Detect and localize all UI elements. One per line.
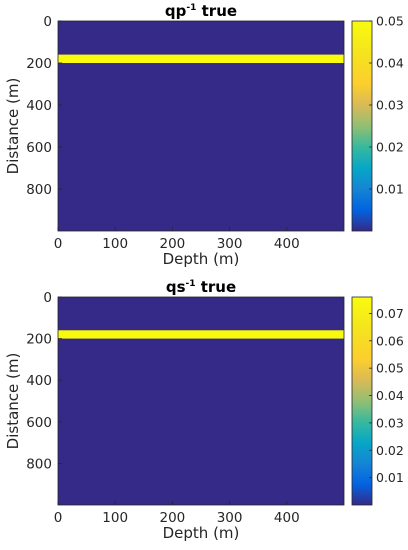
- colorbar-tick-label: 0.07: [376, 306, 404, 321]
- axes-frame: [57, 296, 345, 506]
- y-tick-label: 600: [26, 140, 52, 156]
- colorbar-tick-label: 0.05: [376, 14, 404, 29]
- colorbar-frame: [351, 20, 373, 232]
- heatmap-layer: [58, 54, 344, 63]
- x-axis-label: Depth (m): [163, 250, 240, 268]
- colorbar: [352, 21, 372, 231]
- x-tick-label: 400: [274, 510, 300, 526]
- y-tick-label: 400: [26, 98, 52, 114]
- y-tick-label: 800: [26, 182, 52, 198]
- colorbar-tick-label: 0.04: [376, 388, 404, 403]
- y-tick-label: 600: [26, 415, 52, 431]
- y-tick-label: 800: [26, 456, 52, 472]
- x-tick-label: 300: [217, 236, 243, 252]
- colorbar-tick-label: 0.02: [376, 443, 404, 458]
- x-tick-label: 0: [54, 510, 63, 526]
- chart-panel-2: 0 200 400 600 800 0 100 200 300 400 Depth (m) Dista…: [4, 278, 404, 542]
- colorbar-tick-label: 0.01: [376, 182, 404, 197]
- title-suffix: true: [196, 278, 237, 296]
- colorbar-tick-label: 0.05: [376, 361, 404, 376]
- x-axis-label: Depth (m): [163, 524, 240, 542]
- title-superscript: -1: [186, 3, 196, 13]
- x-tick-label: 300: [217, 510, 243, 526]
- y-tick-label: 0: [43, 14, 52, 30]
- y-tick-label: 200: [26, 332, 52, 348]
- title-main: qp: [165, 2, 187, 20]
- x-tick-label: 0: [54, 236, 63, 252]
- y-tick-label: 0: [43, 290, 52, 306]
- colorbar-tick-label: 0.02: [376, 140, 404, 155]
- x-tick-label: 200: [160, 510, 186, 526]
- chart-panel-1: 0 200 400 600 800 0 100 200 300 400 Depth (m) Dista…: [4, 2, 404, 268]
- x-tick-label: 200: [160, 236, 186, 252]
- x-tick-label: 100: [102, 510, 128, 526]
- heatmap-background: [58, 21, 344, 231]
- title-suffix: true: [196, 2, 237, 20]
- colorbar-frame: [351, 296, 373, 506]
- y-axis-label: Distance (m): [4, 78, 22, 175]
- y-axis-label: Distance (m): [4, 353, 22, 450]
- colorbar-tick-label: 0.01: [376, 470, 404, 485]
- chart-title: qs-1 true: [166, 278, 236, 296]
- title-main: qs: [166, 278, 186, 296]
- heatmap-background: [58, 297, 344, 505]
- colorbar: [352, 297, 372, 505]
- colorbar-tick-label: 0.03: [376, 415, 404, 430]
- x-tick-label: 100: [102, 236, 128, 252]
- colorbar-tick-label: 0.03: [376, 98, 404, 113]
- colorbar-tick-label: 0.06: [376, 333, 404, 348]
- chart-title: qp-1 true: [165, 2, 237, 20]
- y-tick-label: 400: [26, 373, 52, 389]
- colorbar-tick-label: 0.04: [376, 56, 404, 71]
- title-superscript: -1: [186, 279, 196, 289]
- x-tick-label: 400: [274, 236, 300, 252]
- axes-frame: [57, 20, 345, 232]
- y-tick-label: 200: [26, 56, 52, 72]
- heatmap-layer: [58, 330, 344, 339]
